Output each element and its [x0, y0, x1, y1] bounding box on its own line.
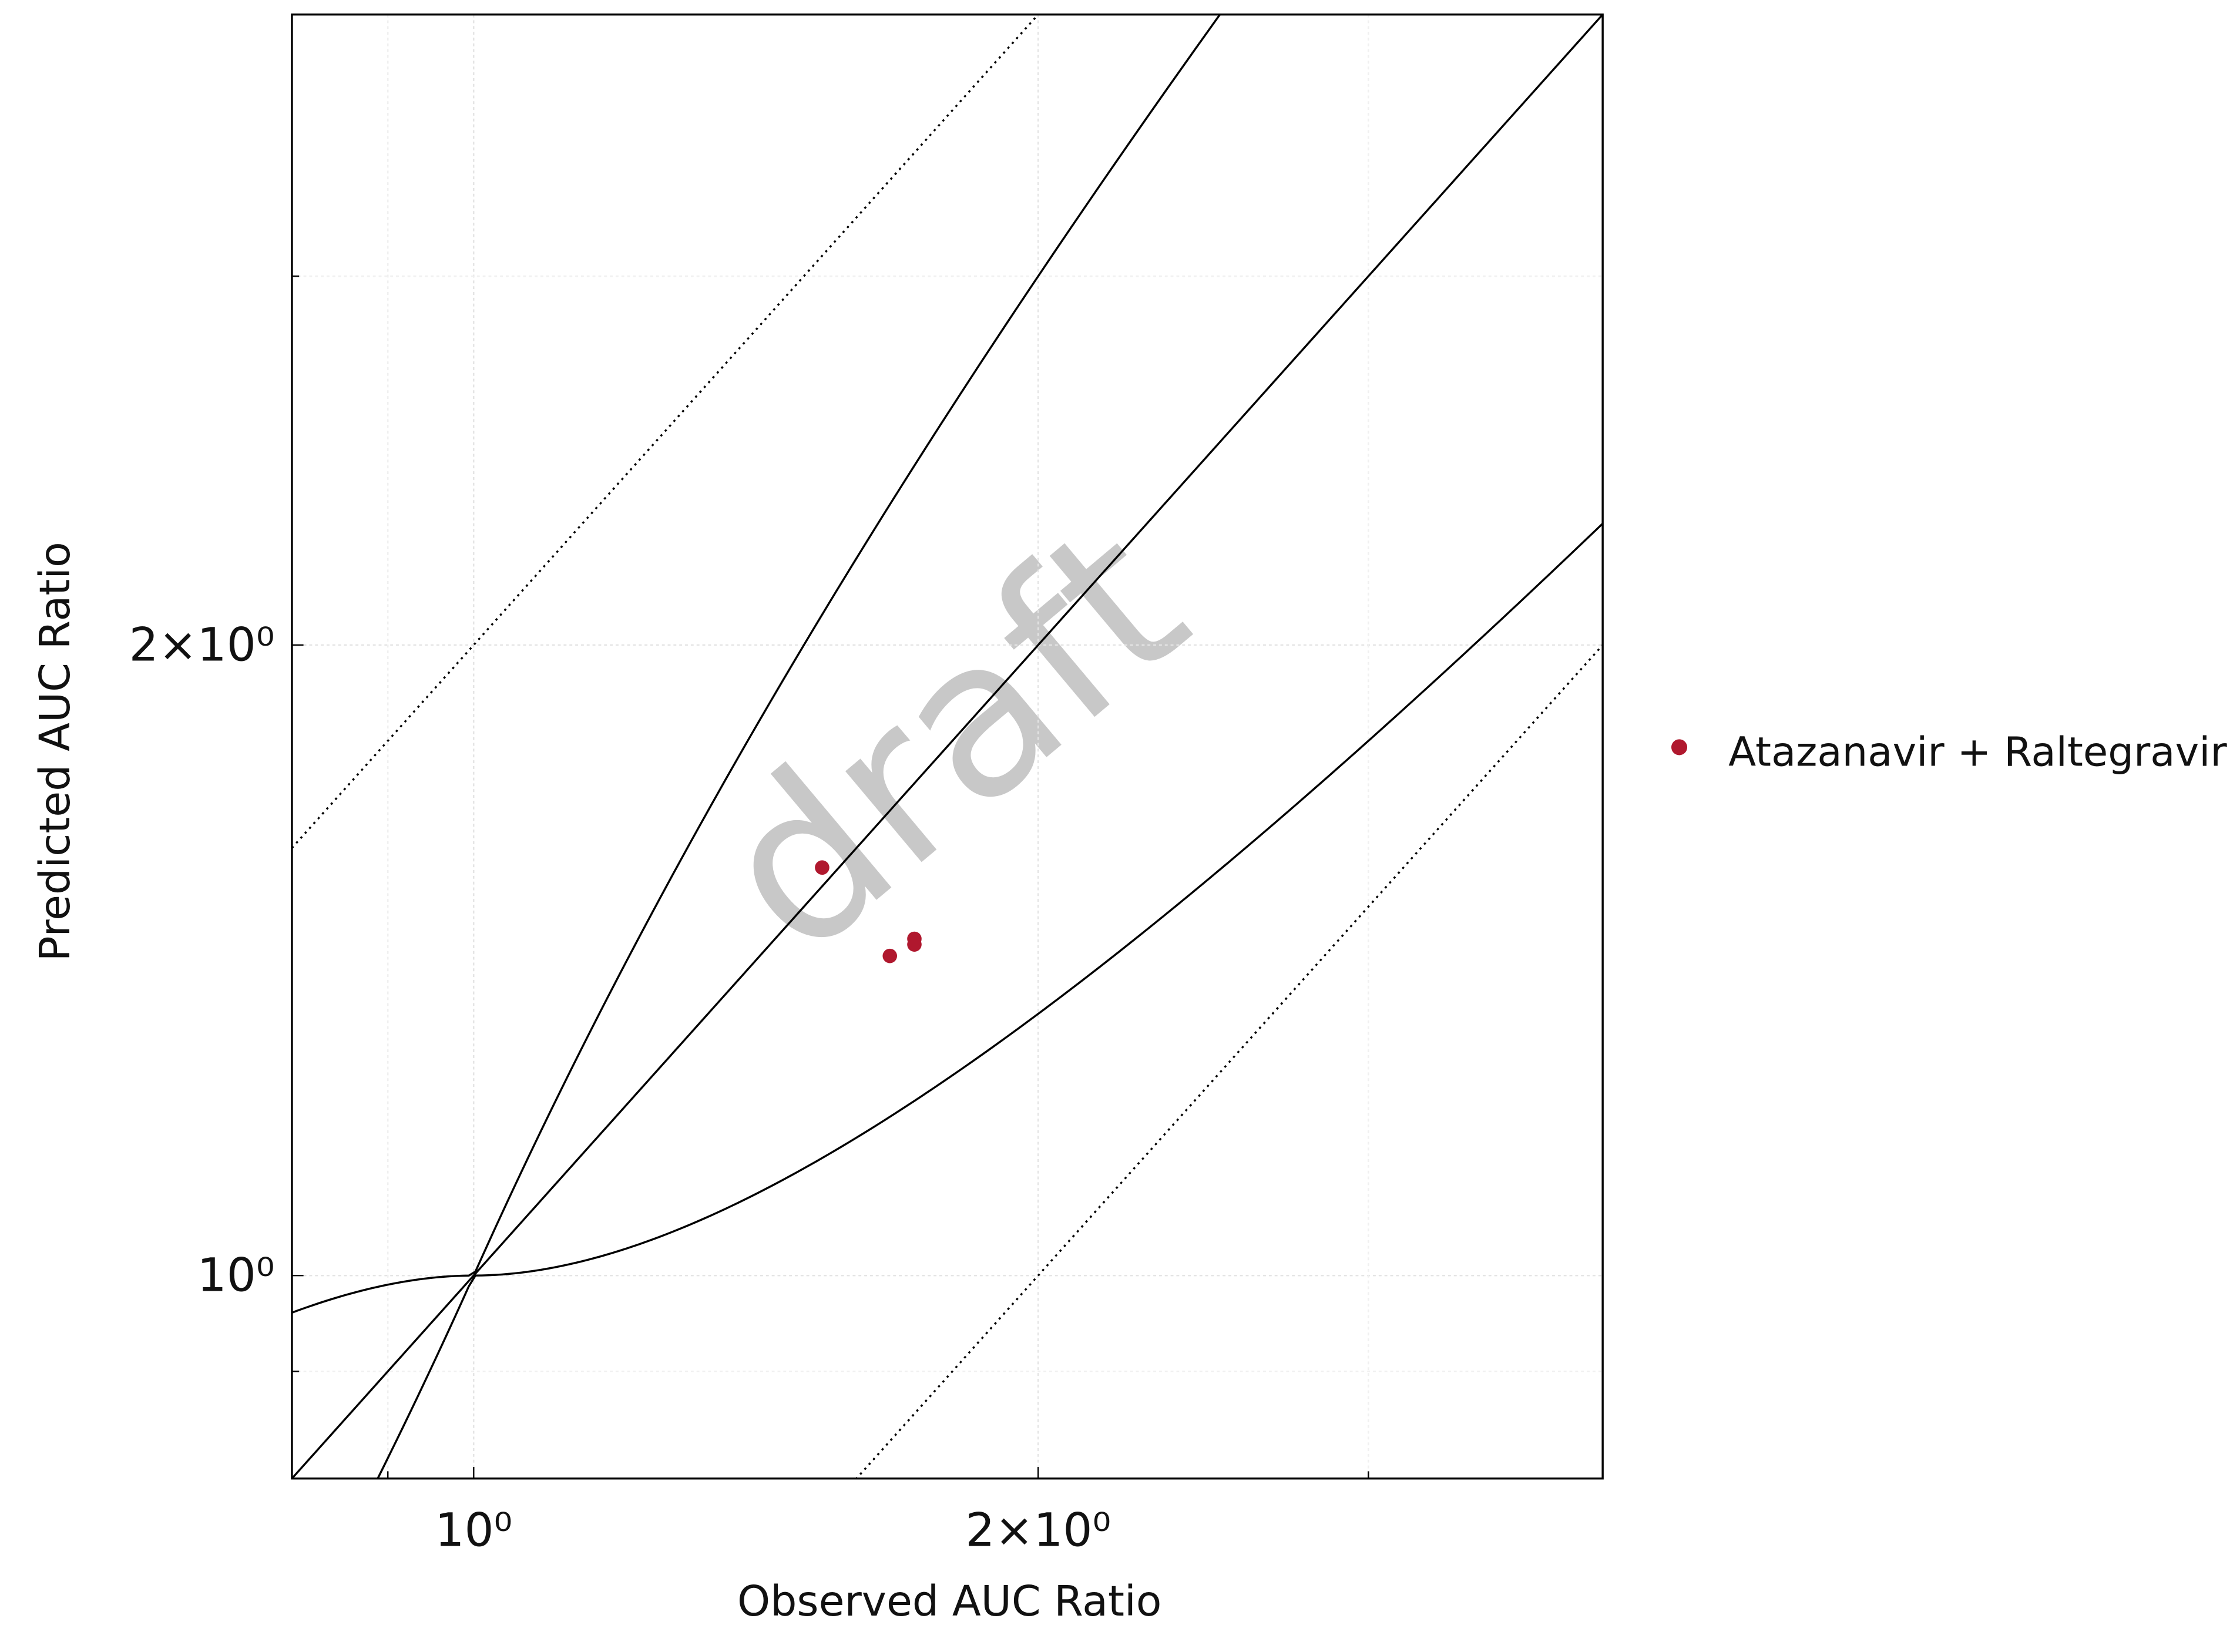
identity-line: [291, 14, 1603, 1479]
y-axis-label: Predicted AUC Ratio: [31, 542, 79, 961]
x-axis-label: Observed AUC Ratio: [737, 1577, 1161, 1626]
data-point: [907, 937, 922, 952]
data-point: [815, 860, 829, 875]
legend-label: Atazanavir + Raltegravir: [1728, 728, 2227, 775]
reference-lines: [291, 14, 1603, 1479]
data-point: [882, 948, 898, 963]
legend-marker: [1671, 739, 1688, 756]
y-tick-label: 10⁰: [197, 1248, 275, 1302]
y-tick-label: 2×10⁰: [129, 617, 275, 671]
watermark: draft: [672, 477, 1231, 1003]
x-tick-label: 10⁰: [435, 1503, 512, 1557]
fold-line-upper: [291, 14, 1040, 849]
guest-limit-lower: [377, 522, 1603, 1479]
x-tick-label: 2×10⁰: [965, 1503, 1111, 1557]
plot-frame: [291, 13, 1604, 1480]
fold-line-lower: [855, 644, 1603, 1479]
guest-limit-upper: [291, 14, 1221, 1314]
